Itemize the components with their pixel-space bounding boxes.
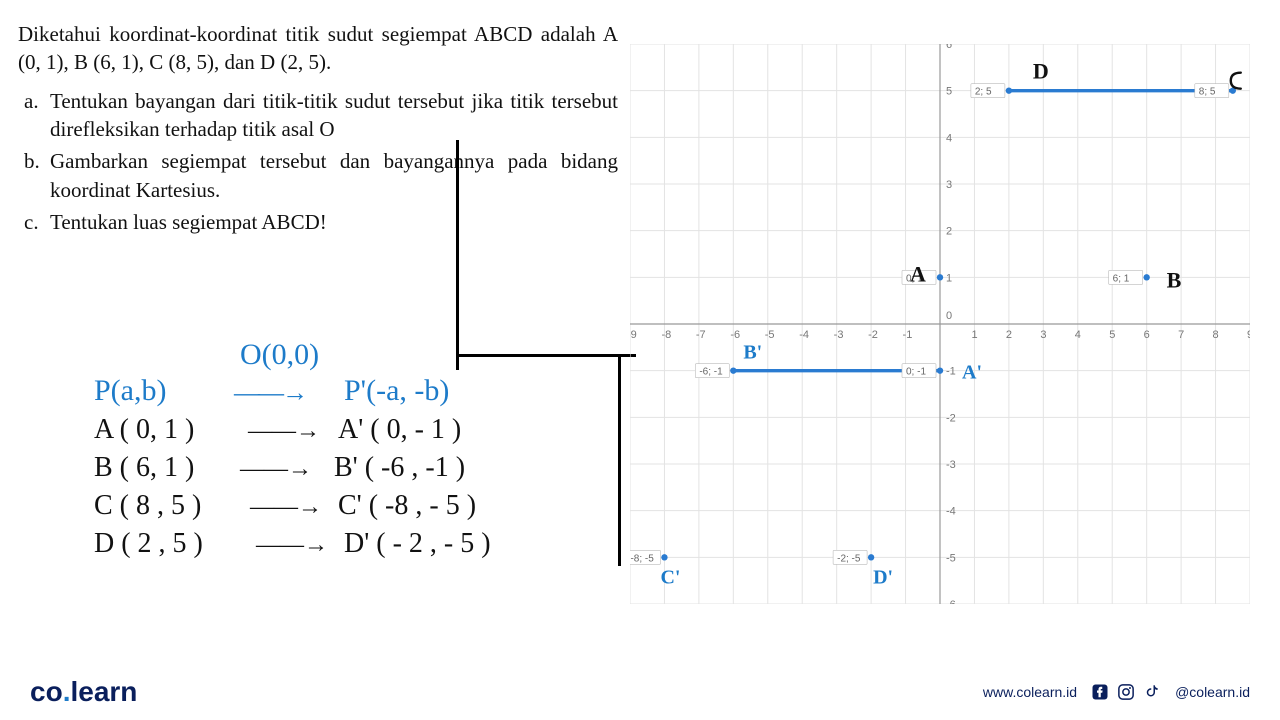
svg-text:7: 7 bbox=[1178, 329, 1184, 341]
hw-rule-from: P(a,b) bbox=[94, 374, 166, 408]
svg-text:9: 9 bbox=[1247, 329, 1250, 341]
svg-text:2: 2 bbox=[1006, 329, 1012, 341]
svg-text:-7: -7 bbox=[696, 329, 706, 341]
svg-text:6; 1: 6; 1 bbox=[1113, 273, 1130, 284]
svg-text:4: 4 bbox=[946, 132, 952, 144]
hw-arrow: ——→ bbox=[250, 494, 322, 521]
hw-rule-to: P'(-a, -b) bbox=[344, 374, 449, 408]
q-label: a. bbox=[24, 87, 50, 144]
hw-arrow: ——→ bbox=[256, 532, 328, 559]
tiktok-icon bbox=[1143, 683, 1161, 701]
svg-text:-1: -1 bbox=[946, 366, 956, 378]
hw-row-d-to: D' ( - 2 , - 5 ) bbox=[344, 528, 491, 560]
footer-url: www.colearn.id bbox=[983, 684, 1077, 700]
problem-intro: Diketahui koordinat-koordinat titik sudu… bbox=[18, 20, 618, 77]
svg-text:-9: -9 bbox=[630, 329, 637, 341]
svg-text:-6: -6 bbox=[946, 599, 956, 604]
svg-text:1: 1 bbox=[946, 272, 952, 284]
hw-row-c-to: C' ( -8 , - 5 ) bbox=[338, 490, 476, 522]
svg-text:6: 6 bbox=[946, 44, 952, 51]
q-text: Gambarkan segiempat tersebut dan bayanga… bbox=[50, 147, 618, 204]
logo-right: learn bbox=[70, 676, 137, 707]
hw-rule-arrow: ——→ bbox=[234, 378, 306, 408]
svg-text:4: 4 bbox=[1075, 329, 1081, 341]
svg-text:A': A' bbox=[962, 362, 982, 384]
svg-text:-8: -8 bbox=[661, 329, 671, 341]
question-list: a. Tentukan bayangan dari titik-titik su… bbox=[24, 87, 618, 237]
svg-text:D: D bbox=[1033, 59, 1049, 84]
question-a: a. Tentukan bayangan dari titik-titik su… bbox=[24, 87, 618, 144]
svg-text:-5: -5 bbox=[765, 329, 775, 341]
hw-row-b-to: B' ( -6 , -1 ) bbox=[334, 452, 465, 484]
svg-text:1: 1 bbox=[971, 329, 977, 341]
svg-text:-1: -1 bbox=[903, 329, 913, 341]
svg-text:-2: -2 bbox=[946, 412, 956, 424]
social-icons bbox=[1091, 683, 1161, 701]
coordinate-chart: -9 -8 -7 -6 -5 -4 -3 -2 -1 0 1 2 3 4 5 6 7 8 9 -6 -5 -4 -3 -2 -1… bbox=[630, 44, 1250, 604]
q-label: b. bbox=[24, 147, 50, 204]
hw-row-c-from: C ( 8 , 5 ) bbox=[94, 490, 201, 522]
problem-panel: Diketahui koordinat-koordinat titik sudu… bbox=[18, 20, 618, 240]
svg-text:6: 6 bbox=[1144, 329, 1150, 341]
svg-text:8; 5: 8; 5 bbox=[1199, 87, 1216, 98]
svg-text:5: 5 bbox=[946, 86, 952, 98]
svg-text:B': B' bbox=[743, 342, 762, 364]
svg-text:-6: -6 bbox=[730, 329, 740, 341]
hw-rule-title: O(0,0) bbox=[240, 338, 319, 372]
logo-left: co bbox=[30, 676, 63, 707]
footer-right: www.colearn.id @colearn.id bbox=[983, 683, 1250, 701]
question-c: c. Tentukan luas segiempat ABCD! bbox=[24, 208, 618, 236]
svg-text:-4: -4 bbox=[799, 329, 809, 341]
question-b: b. Gambarkan segiempat tersebut dan baya… bbox=[24, 147, 618, 204]
divider-vertical-1 bbox=[456, 140, 459, 370]
q-label: c. bbox=[24, 208, 50, 236]
q-text: Tentukan luas segiempat ABCD! bbox=[50, 208, 618, 236]
svg-text:A: A bbox=[910, 261, 926, 286]
svg-text:-3: -3 bbox=[946, 459, 956, 471]
footer: co.learn www.colearn.id @colearn.id bbox=[0, 664, 1280, 720]
divider-vertical-2 bbox=[618, 356, 621, 566]
svg-text:B: B bbox=[1167, 267, 1182, 292]
svg-text:C': C' bbox=[660, 566, 680, 588]
q-text: Tentukan bayangan dari titik-titik sudut… bbox=[50, 87, 618, 144]
problem-text: Diketahui koordinat-koordinat titik sudu… bbox=[18, 20, 618, 236]
svg-text:-8; -5: -8; -5 bbox=[630, 553, 654, 564]
hw-row-b-from: B ( 6, 1 ) bbox=[94, 452, 194, 484]
hw-row-a-from: A ( 0, 1 ) bbox=[94, 414, 194, 446]
svg-text:D': D' bbox=[873, 566, 893, 588]
svg-text:-4: -4 bbox=[946, 506, 956, 518]
svg-text:5: 5 bbox=[1109, 329, 1115, 341]
footer-handle: @colearn.id bbox=[1175, 684, 1250, 700]
svg-text:3: 3 bbox=[946, 179, 952, 191]
hw-row-a-to: A' ( 0, - 1 ) bbox=[338, 414, 461, 446]
svg-text:-5: -5 bbox=[946, 552, 956, 564]
svg-text:-2: -2 bbox=[868, 329, 878, 341]
divider-horizontal-1 bbox=[456, 354, 636, 357]
hw-arrow: ——→ bbox=[240, 456, 312, 483]
svg-text:0; -1: 0; -1 bbox=[906, 367, 926, 378]
svg-text:0: 0 bbox=[946, 310, 952, 322]
svg-text:-2; -5: -2; -5 bbox=[837, 553, 861, 564]
svg-text:2; 5: 2; 5 bbox=[975, 87, 992, 98]
svg-text:2: 2 bbox=[946, 226, 952, 238]
svg-text:8: 8 bbox=[1213, 329, 1219, 341]
hw-row-d-from: D ( 2 , 5 ) bbox=[94, 528, 203, 560]
hw-arrow: ——→ bbox=[248, 418, 320, 445]
instagram-icon bbox=[1117, 683, 1135, 701]
svg-text:-3: -3 bbox=[834, 329, 844, 341]
facebook-icon bbox=[1091, 683, 1109, 701]
svg-text:3: 3 bbox=[1040, 329, 1046, 341]
logo: co.learn bbox=[30, 676, 137, 708]
svg-text:-6; -1: -6; -1 bbox=[699, 367, 723, 378]
